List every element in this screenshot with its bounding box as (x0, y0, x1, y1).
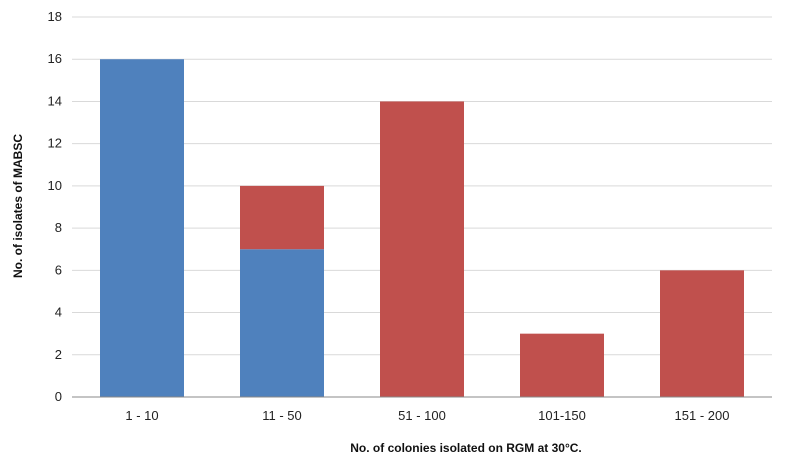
bar-segment (240, 249, 324, 397)
x-tick-label: 51 - 100 (398, 408, 446, 423)
y-tick-label: 6 (55, 262, 62, 277)
y-tick-label: 8 (55, 220, 62, 235)
bars (100, 59, 744, 397)
y-tick-label: 4 (55, 305, 62, 320)
y-tick-label: 2 (55, 347, 62, 362)
y-tick-label: 0 (55, 389, 62, 404)
y-axis-title: No. of isolates of MABSC (11, 134, 25, 278)
bar-segment (380, 101, 464, 397)
x-tick-label: 101-150 (538, 408, 586, 423)
x-axis-title: No. of colonies isolated on RGM at 30°C. (350, 441, 582, 455)
y-tick-label: 12 (48, 136, 62, 151)
y-tick-labels: 0 2 4 6 8 10 12 14 16 18 (48, 9, 62, 404)
x-tick-label: 1 - 10 (125, 408, 158, 423)
y-tick-label: 10 (48, 178, 62, 193)
bar-segment (100, 59, 184, 397)
x-tick-labels: 1 - 10 11 - 50 51 - 100 101-150 151 - 200 (125, 408, 729, 423)
y-tick-label: 16 (48, 51, 62, 66)
y-tick-label: 18 (48, 9, 62, 24)
bar-segment (660, 270, 744, 397)
bar-segment (520, 333, 604, 397)
bar-segment (240, 185, 324, 250)
x-tick-label: 151 - 200 (675, 408, 730, 423)
x-tick-label: 11 - 50 (262, 408, 302, 423)
y-tick-label: 14 (48, 93, 62, 108)
